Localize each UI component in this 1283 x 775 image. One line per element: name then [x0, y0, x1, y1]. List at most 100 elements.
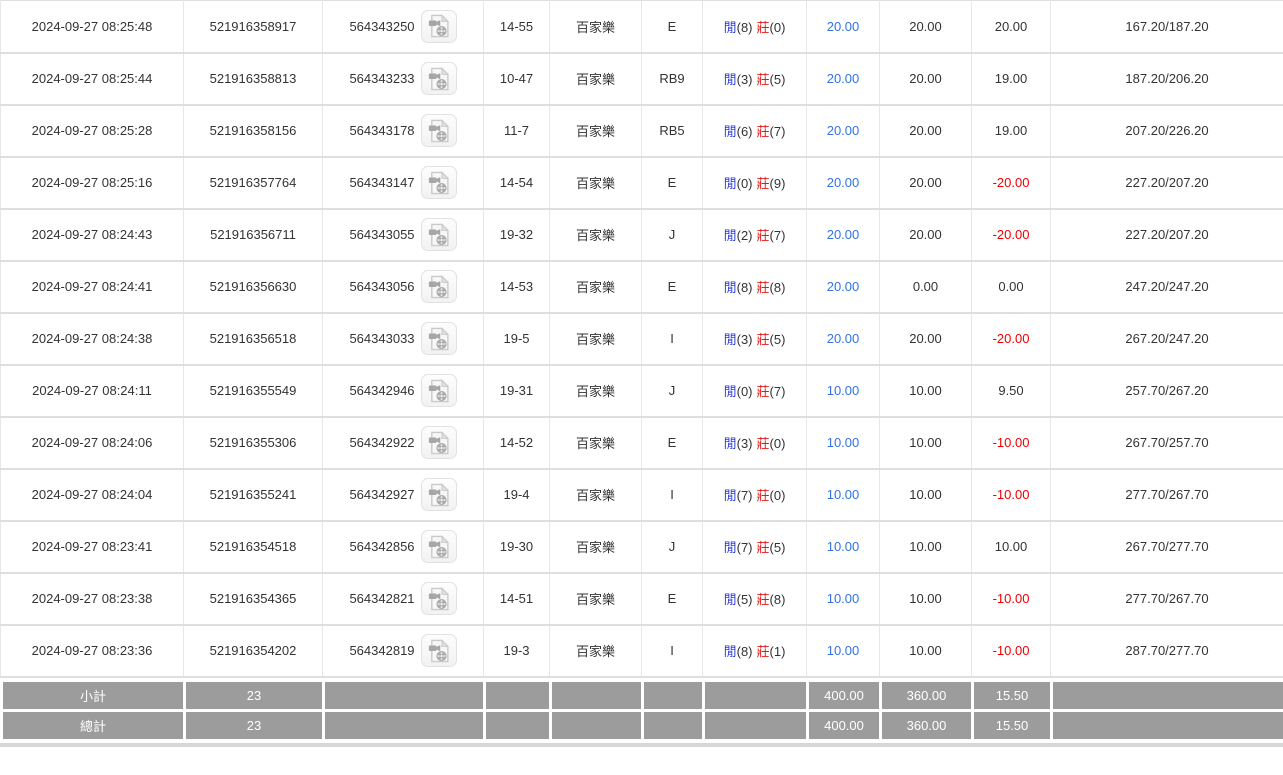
round-id: 564343250 — [349, 18, 415, 34]
game-result-cell: 閒(8) 莊(0) — [702, 0, 807, 54]
table-row: 2024-09-27 08:23:41 521916354518 5643428… — [0, 520, 1283, 574]
balance-cell: 267.70/257.70 — [1050, 416, 1283, 470]
summary-body: 小計 23 400.00 360.00 15.50 總計 23 400.00 3… — [0, 678, 1283, 742]
bet-type-cell: J — [641, 520, 703, 574]
banker-label: 莊 — [756, 436, 770, 451]
bet-amount-link[interactable]: 10.00 — [826, 383, 860, 398]
summary-empty-cell — [483, 678, 552, 712]
game-type-cell: 百家樂 — [549, 312, 642, 366]
video-record-icon — [428, 170, 449, 194]
banker-label: 莊 — [756, 592, 770, 607]
video-replay-button[interactable] — [420, 634, 457, 667]
player-label: 閒 — [723, 436, 737, 451]
bet-amount-link[interactable]: 10.00 — [826, 591, 860, 606]
banker-score: (0) — [769, 19, 786, 35]
bet-amount-link[interactable]: 10.00 — [826, 539, 860, 554]
player-score: (8) — [736, 644, 753, 659]
horizontal-scrollbar-track[interactable] — [0, 742, 1283, 747]
win-loss-cell: -20.00 — [971, 156, 1051, 210]
round-cell: 564343055 — [322, 208, 484, 262]
player-score: (6) — [736, 124, 753, 139]
video-replay-button[interactable] — [420, 62, 457, 95]
valid-bet-cell: 10.00 — [879, 572, 972, 626]
bet-type-cell: RB5 — [641, 104, 703, 158]
valid-bet-cell: 10.00 — [879, 520, 972, 574]
valid-bet-cell: 10.00 — [879, 468, 972, 522]
bet-type-cell: J — [641, 208, 703, 262]
video-replay-button[interactable] — [420, 530, 457, 563]
table-number-cell: 19-4 — [483, 468, 550, 522]
player-label: 閒 — [723, 384, 737, 399]
bet-time-cell: 2024-09-27 08:25:44 — [0, 52, 184, 106]
bet-id-cell: 521916358156 — [183, 104, 323, 158]
valid-bet-cell: 10.00 — [879, 416, 972, 470]
bet-amount-link[interactable]: 10.00 — [826, 487, 860, 502]
bet-amount-cell: 10.00 — [806, 468, 880, 522]
game-type-cell: 百家樂 — [549, 364, 642, 418]
bet-amount-link[interactable]: 20.00 — [826, 279, 860, 294]
bet-amount-link[interactable]: 20.00 — [826, 175, 860, 190]
balance-cell: 257.70/267.20 — [1050, 364, 1283, 418]
bet-amount-link[interactable]: 20.00 — [826, 123, 860, 138]
bet-amount-link[interactable]: 20.00 — [826, 18, 860, 34]
summary-empty-cell — [641, 678, 705, 712]
valid-bet-cell: 20.00 — [879, 52, 972, 106]
bet-type-cell: I — [641, 312, 703, 366]
summary-empty-cell — [322, 678, 486, 712]
video-replay-button[interactable] — [420, 478, 457, 511]
bet-amount-cell: 10.00 — [806, 416, 880, 470]
bet-amount-link[interactable]: 20.00 — [826, 227, 860, 242]
video-replay-button[interactable] — [420, 166, 457, 199]
game-type-cell: 百家樂 — [549, 208, 642, 262]
win-loss-cell: -10.00 — [971, 416, 1051, 470]
video-replay-button[interactable] — [420, 114, 457, 147]
balance-cell: 167.20/187.20 — [1050, 0, 1283, 54]
bet-amount-link[interactable]: 10.00 — [826, 643, 860, 658]
balance-cell: 207.20/226.20 — [1050, 104, 1283, 158]
bet-id-cell: 521916354365 — [183, 572, 323, 626]
game-result-cell: 閒(7) 莊(5) — [702, 520, 807, 574]
valid-bet-cell: 20.00 — [879, 156, 972, 210]
bet-id-cell: 521916357764 — [183, 156, 323, 210]
round-id: 564342819 — [349, 643, 415, 658]
banker-score: (9) — [769, 176, 786, 191]
table-row: 2024-09-27 08:24:43 521916356711 5643430… — [0, 208, 1283, 262]
valid-bet-cell: 10.00 — [879, 624, 972, 678]
game-result-cell: 閒(3) 莊(0) — [702, 416, 807, 470]
table-row: 2024-09-27 08:25:16 521916357764 5643431… — [0, 156, 1283, 210]
video-replay-button[interactable] — [420, 426, 457, 459]
banker-label: 莊 — [756, 280, 770, 295]
summary-row: 小計 23 400.00 360.00 15.50 — [0, 678, 1283, 712]
bet-amount-link[interactable]: 20.00 — [826, 71, 860, 86]
bet-id-cell: 521916358917 — [183, 0, 323, 54]
summary-empty-cell — [702, 708, 809, 742]
summary-win-loss-total: 15.50 — [971, 678, 1053, 712]
bet-amount-cell: 20.00 — [806, 104, 880, 158]
round-cell: 564342819 — [322, 624, 484, 678]
video-record-icon — [428, 274, 449, 298]
game-result-cell: 閒(6) 莊(7) — [702, 104, 807, 158]
round-cell: 564342856 — [322, 520, 484, 574]
banker-label: 莊 — [756, 72, 770, 87]
video-replay-button[interactable] — [420, 270, 457, 303]
valid-bet-cell: 20.00 — [879, 208, 972, 262]
summary-win-loss-total: 15.50 — [971, 708, 1053, 742]
video-replay-button[interactable] — [420, 582, 457, 615]
bet-id-cell: 521916355241 — [183, 468, 323, 522]
bet-history-table: 2024-09-27 08:25:48 521916358917 5643432… — [0, 0, 1283, 678]
table-number-cell: 19-30 — [483, 520, 550, 574]
bet-amount-cell: 20.00 — [806, 52, 880, 106]
bet-amount-cell: 10.00 — [806, 572, 880, 626]
game-result-cell: 閒(8) 莊(8) — [702, 260, 807, 314]
video-replay-button[interactable] — [420, 218, 457, 251]
valid-bet-cell: 20.00 — [879, 312, 972, 366]
table-number-cell: 14-53 — [483, 260, 550, 314]
video-replay-button[interactable] — [420, 374, 457, 407]
video-replay-button[interactable] — [420, 322, 457, 355]
player-label: 閒 — [723, 332, 737, 347]
bet-amount-link[interactable]: 10.00 — [826, 435, 860, 450]
player-label: 閒 — [723, 228, 737, 243]
banker-score: (0) — [769, 488, 786, 503]
bet-amount-link[interactable]: 20.00 — [826, 331, 860, 346]
video-replay-button[interactable] — [420, 9, 457, 43]
